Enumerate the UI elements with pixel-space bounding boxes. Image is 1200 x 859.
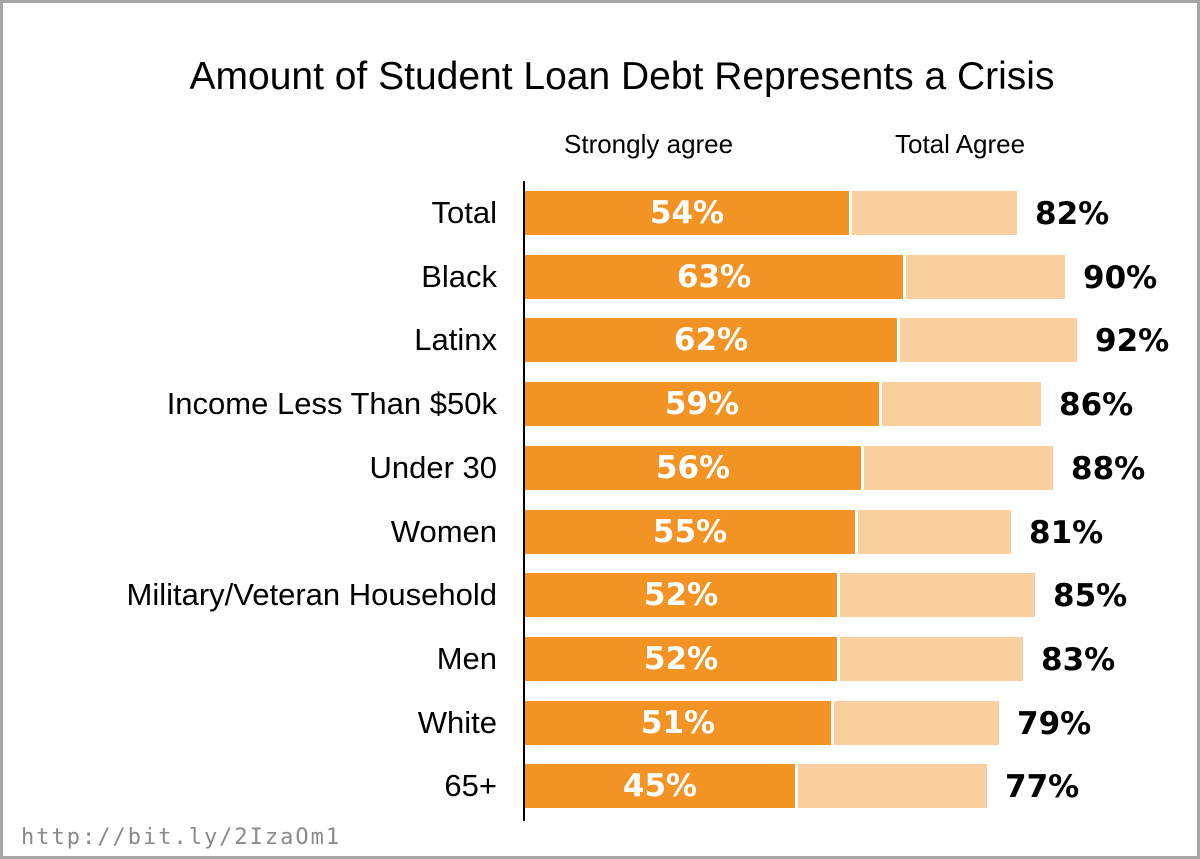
bar-strongly-agree xyxy=(525,191,852,235)
bar-strongly-agree xyxy=(525,509,858,554)
bar-strongly-agree xyxy=(525,254,906,299)
data-label-total-agree: 85% xyxy=(1053,578,1128,615)
data-label-strongly-agree: 52% xyxy=(643,577,719,614)
bar-strongly-agree xyxy=(525,573,840,618)
data-label-total-agree: 90% xyxy=(1083,259,1158,296)
data-label-total-agree: 86% xyxy=(1059,387,1134,424)
header-total-agree: Total Agree xyxy=(895,129,1026,159)
data-label-strongly-agree: 59% xyxy=(664,386,740,423)
data-label-total-agree: 82% xyxy=(1035,196,1110,232)
bar-strongly-agree xyxy=(525,445,864,490)
category-label: Military/Veteran Household xyxy=(126,577,497,613)
data-label-strongly-agree: 45% xyxy=(622,768,698,805)
data-label-total-agree: 81% xyxy=(1029,514,1104,551)
category-label: Women xyxy=(390,513,497,549)
bar-strongly-agree xyxy=(525,636,840,681)
category-axis-line xyxy=(523,181,525,821)
category-label: Men xyxy=(436,640,497,676)
category-label: Under 30 xyxy=(369,449,497,485)
data-label-strongly-agree: 54% xyxy=(649,195,725,231)
data-label-strongly-agree: 56% xyxy=(655,449,731,486)
bar-strongly-agree xyxy=(525,318,900,363)
category-label: Income Less Than $50k xyxy=(166,386,497,422)
data-label-total-agree: 79% xyxy=(1017,705,1092,742)
data-label-strongly-agree: 55% xyxy=(652,513,728,550)
data-label-strongly-agree: 52% xyxy=(643,640,719,677)
bar-strongly-agree xyxy=(525,382,882,427)
source-link[interactable]: http://bit.ly/2IzaOm1 xyxy=(21,825,342,850)
category-label: Black xyxy=(421,258,497,294)
category-label: Total xyxy=(431,195,497,230)
data-label-strongly-agree: 51% xyxy=(640,704,716,741)
data-label-total-agree: 88% xyxy=(1071,450,1146,487)
bar-strongly-agree xyxy=(525,764,798,809)
data-label-strongly-agree: 63% xyxy=(676,258,752,295)
bar-strongly-agree xyxy=(525,700,834,745)
data-label-total-agree: 92% xyxy=(1095,323,1170,360)
category-label: Latinx xyxy=(414,322,497,358)
data-label-total-agree: 83% xyxy=(1041,641,1116,678)
data-label-total-agree: 77% xyxy=(1005,769,1080,806)
category-label: 65+ xyxy=(444,768,497,804)
header-strongly-agree: Strongly agree xyxy=(564,129,734,159)
category-label: White xyxy=(417,704,497,740)
chart-title: Amount of Student Loan Debt Represents a… xyxy=(189,55,1055,98)
data-label-strongly-agree: 62% xyxy=(673,322,749,359)
